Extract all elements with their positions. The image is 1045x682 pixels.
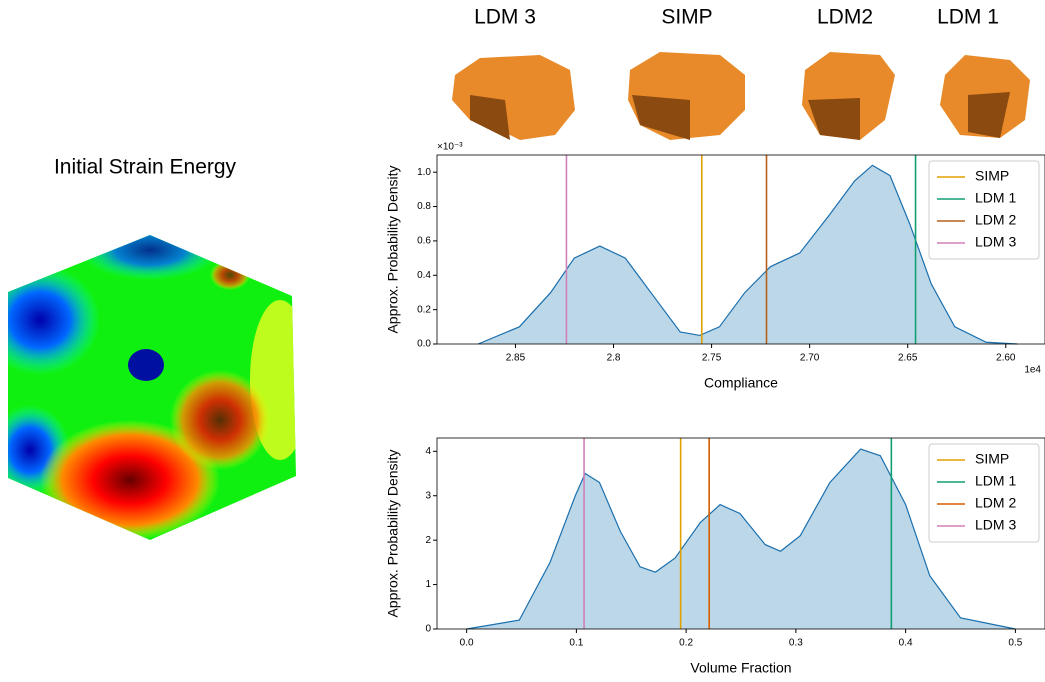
left-title: Initial Strain Energy [54, 156, 237, 179]
density-line [477, 164, 1018, 345]
legend-label: LDM 1 [975, 190, 1016, 206]
x-tick-label: 0.2 [679, 638, 693, 649]
legend-box [928, 160, 1040, 260]
y-axis-label: Approx. Probability Density [385, 449, 401, 617]
x-tick-label: 0.4 [899, 638, 913, 649]
density-area [478, 165, 1018, 344]
legend-label: LDM 2 [975, 212, 1016, 228]
y-tick-label: 1.0 [417, 167, 431, 178]
x-tick-label: 0.0 [460, 638, 474, 649]
legend-label: SIMP [975, 168, 1009, 184]
shape-label: LDM 1 [937, 6, 999, 29]
y-tick-label: 4 [425, 446, 431, 457]
y-tick-label: 0.4 [417, 270, 431, 281]
shape-label: LDM 3 [474, 6, 536, 29]
x-tick-label: 2.65 [898, 353, 918, 364]
y-tick-label: 3 [425, 490, 431, 501]
x-tick-label: 2.8 [607, 353, 621, 364]
y-tick-label: 0.8 [417, 201, 431, 212]
x-tick-label: 0.5 [1008, 638, 1022, 649]
y-offset-label: ×10⁻³ [437, 142, 463, 153]
density-line [466, 448, 1016, 630]
x-tick-label: 0.3 [789, 638, 803, 649]
x-offset-label: 1e4 [1024, 365, 1041, 376]
shape-label: LDM2 [817, 6, 873, 29]
legend-label: LDM 3 [975, 517, 1016, 533]
plot-frame [436, 437, 1045, 630]
strain-energy-cube [8, 235, 296, 540]
legend-box [928, 443, 1040, 543]
y-axis-label: Approx. Probability Density [385, 165, 401, 333]
topology-shapes [452, 52, 1030, 140]
y-tick-label: 0 [425, 624, 431, 635]
plot-frame [436, 154, 1045, 345]
y-tick-label: 0.0 [417, 339, 431, 350]
x-tick-label: 2.70 [800, 353, 820, 364]
x-axis-label: Compliance [704, 375, 778, 391]
y-tick-label: 1 [425, 579, 431, 590]
x-tick-label: 2.60 [996, 353, 1016, 364]
x-tick-label: 2.85 [506, 353, 526, 364]
legend-label: LDM 3 [975, 234, 1016, 250]
legend-label: LDM 1 [975, 473, 1016, 489]
x-tick-label: 0.1 [569, 638, 583, 649]
y-tick-label: 0.6 [417, 236, 431, 247]
shape-label: SIMP [661, 6, 712, 29]
legend-label: SIMP [975, 451, 1009, 467]
y-tick-label: 0.2 [417, 304, 431, 315]
x-tick-label: 2.75 [702, 353, 722, 364]
x-axis-label: Volume Fraction [690, 660, 791, 676]
legend-label: LDM 2 [975, 495, 1016, 511]
y-tick-label: 2 [425, 535, 431, 546]
